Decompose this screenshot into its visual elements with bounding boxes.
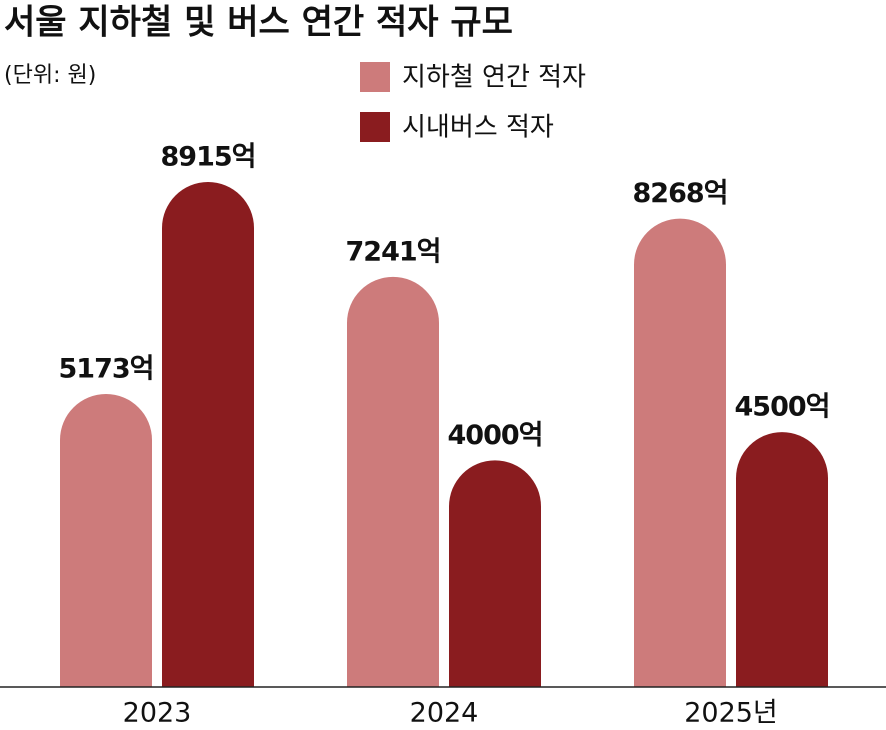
value-label: 8915억 — [161, 142, 256, 173]
bar — [449, 460, 541, 687]
x-tick-label: 2025년 — [684, 698, 778, 729]
value-label: 7241억 — [346, 236, 441, 267]
value-label: 5173억 — [59, 353, 154, 384]
bar — [162, 182, 254, 688]
bar — [736, 432, 828, 687]
legend-swatch — [360, 62, 390, 92]
legend-label: 지하철 연간 적자 — [402, 63, 586, 93]
value-label: 8268억 — [633, 178, 728, 209]
legend-swatch — [360, 112, 390, 142]
bar — [634, 218, 726, 687]
bar — [60, 393, 152, 687]
legend-label: 시내버스 적자 — [402, 113, 554, 143]
chart-subtitle: (단위: 원) — [4, 63, 96, 88]
chart-title: 서울 지하철 및 버스 연간 적자 규모 — [4, 3, 513, 43]
bar — [347, 276, 439, 687]
value-label: 4000억 — [448, 420, 543, 451]
value-label: 4500억 — [735, 392, 830, 423]
x-tick-label: 2024 — [410, 698, 479, 729]
x-tick-label: 2023 — [123, 698, 192, 729]
